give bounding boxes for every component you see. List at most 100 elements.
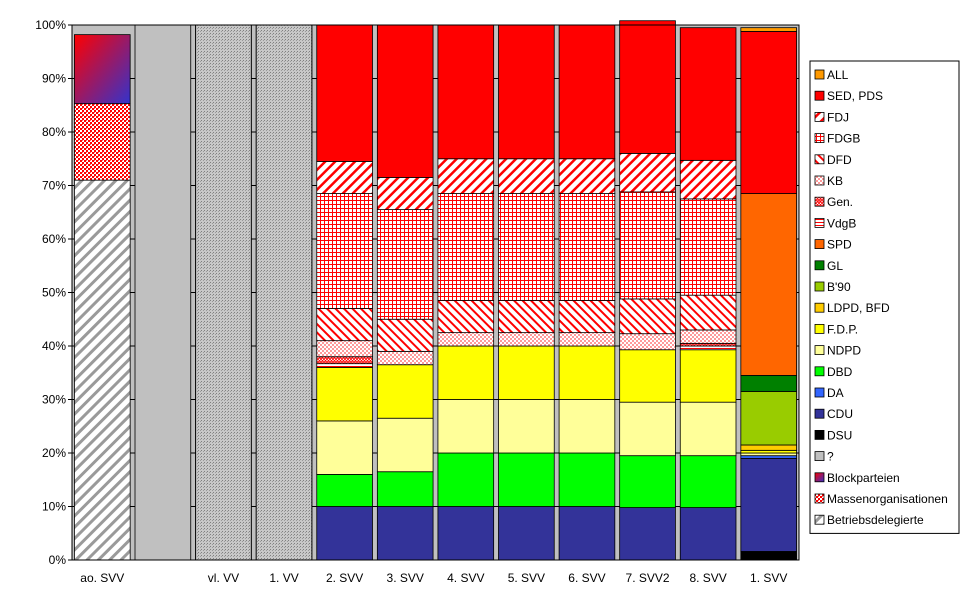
legend-label: ALL (827, 68, 849, 82)
bar-segment-sed-pds (679, 27, 737, 161)
bar-segment-dfd (619, 298, 676, 335)
bar-segment-- (134, 24, 192, 561)
bar-segment-gl (740, 375, 797, 392)
legend-label: GL (827, 259, 843, 273)
y-tick-label: 20% (42, 446, 66, 460)
legend-swatch (814, 217, 825, 228)
bar-segment-kb (437, 332, 495, 347)
bar-segment-f-d-p- (498, 345, 555, 400)
legend-swatch (814, 387, 825, 398)
bar-segment-fdgb (619, 191, 676, 300)
legend-label: Massenorganisationen (827, 492, 948, 506)
bar-segment-ndpd (316, 420, 373, 475)
legend-label: FDGB (827, 132, 860, 146)
bar-segment-dbd (679, 455, 737, 508)
bar-segment-dbd (437, 452, 495, 507)
legend-swatch (814, 493, 825, 504)
bar-segment-cdu (740, 457, 797, 552)
bar-segment-sed-pds (619, 20, 676, 154)
bar-segment-sed-pds (376, 24, 434, 178)
x-tick-label: 7. SVV2 (626, 571, 670, 585)
bar-segment-b-90 (740, 391, 797, 446)
y-tick-label: 80% (42, 125, 66, 139)
bar-segment-ndpd (558, 399, 616, 454)
bar-segment-fdgb (437, 193, 495, 301)
legend-label: DA (827, 386, 844, 400)
bar-segment-dbd (498, 452, 555, 507)
y-tick-label: 90% (42, 72, 66, 86)
legend-swatch (814, 472, 825, 483)
y-tick-label: 40% (42, 339, 66, 353)
x-tick-label: 2. SVV (326, 571, 363, 585)
legend-label: LDPD, BFD (827, 301, 890, 315)
bar-segment-ndpd (740, 452, 797, 457)
bar-segment-fdgb (679, 198, 737, 296)
legend-label: ? (827, 450, 834, 464)
bar-segment-cdu (376, 506, 434, 561)
x-tick-label: 8. SVV (689, 571, 726, 585)
bar-segment-gen- (679, 342, 737, 347)
legend-swatch (814, 345, 825, 356)
legend-label: VdgB (827, 216, 856, 230)
y-tick-label: 100% (35, 18, 66, 32)
bar-segment-ndpd (437, 399, 495, 454)
bar-segment-dbd (558, 452, 616, 507)
bar-segment-all (740, 27, 797, 32)
bar-segment-fdj (558, 158, 616, 194)
legend-swatch (814, 281, 825, 292)
legend-swatch (814, 154, 825, 165)
bar-segment-ldpd-bfd (740, 444, 797, 451)
bar-segment-kb (316, 340, 373, 358)
bar-segment-fdgb (316, 193, 373, 309)
bar-segment-dfd (437, 300, 495, 334)
legend-label: Blockparteien (827, 471, 900, 485)
legend-label: NDPD (827, 344, 861, 358)
legend-label: Gen. (827, 195, 853, 209)
legend-swatch (814, 323, 825, 334)
bar-segment-f-d-p- (558, 345, 616, 400)
legend-swatch (814, 175, 825, 186)
legend-label: Betriebsdelegierte (827, 513, 924, 527)
bar-segment (255, 24, 313, 561)
legend-swatch (814, 112, 825, 122)
bar-segment-f-d-p- (437, 345, 495, 400)
bar-segment-dsu (740, 551, 797, 561)
legend-label: DFD (827, 153, 852, 167)
bar-segment-fdj (679, 159, 737, 200)
bar-segment-f-d-p- (740, 449, 797, 454)
legend-swatch (814, 133, 825, 144)
bar-segment-gen- (316, 356, 373, 365)
bar-segment-ndpd (679, 401, 737, 457)
bar-segment-f-d-p- (376, 364, 434, 419)
bar-segment-f-d-p- (316, 366, 373, 422)
bar-segment-fdgb (498, 193, 555, 301)
bar-segment-ndpd (498, 399, 555, 454)
y-tick-label: 70% (42, 179, 66, 193)
legend-swatch (814, 451, 825, 462)
legend-label: KB (827, 174, 843, 188)
legend-swatch (814, 90, 825, 101)
bar-segment-cdu (679, 507, 737, 561)
bar-segment-da (740, 455, 797, 459)
bar-segment-dfd (376, 318, 434, 352)
x-tick-label: 1. VV (269, 571, 298, 585)
x-tick-label: 4. SVV (447, 571, 484, 585)
bar-segment-fdj (316, 161, 373, 194)
bar-segment-cdu (558, 506, 616, 561)
bar-segment-dfd (316, 308, 373, 342)
legend-label: B'90 (827, 280, 851, 294)
bar-segment-dbd (619, 455, 676, 508)
bar-segment-spd (740, 193, 797, 376)
bar-segment-fdgb (558, 193, 616, 301)
x-tick-label: 3. SVV (387, 571, 424, 585)
bar-segment-kb (376, 350, 434, 366)
x-tick-label: 1. SVV (750, 571, 787, 585)
bar-segment-sed-pds (558, 24, 616, 160)
bar-segment-kb (679, 329, 737, 344)
bar-segment-kb (498, 332, 555, 347)
legend-swatch (814, 408, 825, 419)
x-tick-label: vl. VV (208, 571, 239, 585)
legend-swatch (814, 69, 825, 80)
bar-segment-f-d-p- (679, 349, 737, 403)
